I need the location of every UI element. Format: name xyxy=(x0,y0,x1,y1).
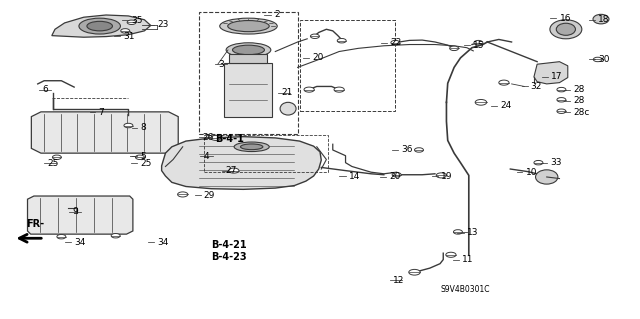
Circle shape xyxy=(534,160,543,165)
Bar xyxy=(198,12,298,134)
Circle shape xyxy=(557,87,566,92)
Text: 11: 11 xyxy=(462,255,473,264)
Text: 5: 5 xyxy=(140,152,146,161)
Text: 29: 29 xyxy=(204,190,215,200)
Text: 4: 4 xyxy=(203,152,209,161)
Text: 8: 8 xyxy=(140,123,146,132)
Ellipse shape xyxy=(220,18,277,34)
Text: 16: 16 xyxy=(559,14,571,23)
Text: 9: 9 xyxy=(72,207,78,216)
Circle shape xyxy=(57,234,66,239)
Circle shape xyxy=(111,234,120,238)
Text: 28: 28 xyxy=(573,85,584,94)
Circle shape xyxy=(436,173,447,178)
Polygon shape xyxy=(534,62,568,84)
Text: 28: 28 xyxy=(573,96,584,105)
Circle shape xyxy=(304,87,314,92)
Circle shape xyxy=(136,155,145,160)
Text: 12: 12 xyxy=(394,276,405,285)
Bar xyxy=(300,20,396,111)
Circle shape xyxy=(228,168,239,173)
Text: 28c: 28c xyxy=(573,108,589,117)
Text: FR-: FR- xyxy=(26,219,44,229)
Circle shape xyxy=(337,39,346,43)
Ellipse shape xyxy=(226,43,271,57)
Text: 10: 10 xyxy=(525,168,537,177)
Circle shape xyxy=(52,155,61,160)
Text: 25: 25 xyxy=(47,159,59,168)
Text: 30: 30 xyxy=(598,55,609,64)
Ellipse shape xyxy=(234,142,269,152)
Circle shape xyxy=(392,173,401,177)
Circle shape xyxy=(593,57,602,62)
Text: 31: 31 xyxy=(124,32,135,41)
Text: 22: 22 xyxy=(390,38,401,47)
Ellipse shape xyxy=(232,45,264,55)
Circle shape xyxy=(450,46,459,50)
Text: 24: 24 xyxy=(500,101,511,110)
Circle shape xyxy=(334,87,344,92)
Ellipse shape xyxy=(280,102,296,115)
Ellipse shape xyxy=(228,20,269,32)
Circle shape xyxy=(409,269,420,275)
Text: 35: 35 xyxy=(132,16,143,25)
Bar xyxy=(204,135,328,172)
Circle shape xyxy=(391,41,400,45)
Circle shape xyxy=(124,123,133,128)
Text: 20: 20 xyxy=(389,173,401,182)
Text: S9V4B0301C: S9V4B0301C xyxy=(440,285,490,294)
Ellipse shape xyxy=(536,170,558,184)
Circle shape xyxy=(211,135,221,140)
Ellipse shape xyxy=(79,18,120,34)
Text: B-4-1: B-4-1 xyxy=(214,134,243,144)
Circle shape xyxy=(121,29,130,33)
Ellipse shape xyxy=(87,21,113,31)
Text: 26: 26 xyxy=(202,133,214,142)
Text: 34: 34 xyxy=(74,238,86,247)
Circle shape xyxy=(557,109,566,114)
Text: 23: 23 xyxy=(157,20,168,29)
Polygon shape xyxy=(28,196,133,234)
Polygon shape xyxy=(31,112,178,153)
Circle shape xyxy=(499,80,509,85)
Circle shape xyxy=(310,34,319,39)
Text: 14: 14 xyxy=(349,172,360,181)
Text: 25: 25 xyxy=(140,159,151,168)
Polygon shape xyxy=(52,15,151,37)
Text: 18: 18 xyxy=(598,15,609,24)
Circle shape xyxy=(446,252,456,257)
Text: 33: 33 xyxy=(550,158,561,167)
Circle shape xyxy=(557,98,566,102)
Circle shape xyxy=(177,192,188,197)
Bar xyxy=(224,63,272,117)
Text: 15: 15 xyxy=(473,41,484,50)
Bar xyxy=(229,54,267,63)
Text: B-4-23: B-4-23 xyxy=(211,252,247,262)
Ellipse shape xyxy=(241,144,263,150)
Ellipse shape xyxy=(550,20,582,39)
Text: 17: 17 xyxy=(551,72,563,81)
Circle shape xyxy=(454,230,463,234)
Text: 13: 13 xyxy=(467,228,478,237)
Text: 7: 7 xyxy=(98,108,104,117)
Text: 36: 36 xyxy=(401,145,413,154)
Circle shape xyxy=(127,20,136,25)
Circle shape xyxy=(474,41,483,45)
Text: 21: 21 xyxy=(282,88,293,97)
Ellipse shape xyxy=(556,23,575,35)
Text: 19: 19 xyxy=(442,172,453,181)
Circle shape xyxy=(475,100,486,105)
Ellipse shape xyxy=(593,14,609,24)
Text: 2: 2 xyxy=(274,11,280,19)
Text: 34: 34 xyxy=(157,238,168,247)
Text: 3: 3 xyxy=(218,60,223,69)
Text: 27: 27 xyxy=(225,166,237,175)
Text: 32: 32 xyxy=(531,82,542,91)
Text: 6: 6 xyxy=(42,85,48,94)
Circle shape xyxy=(415,148,424,152)
Text: 20: 20 xyxy=(312,53,324,62)
Text: B-4-21: B-4-21 xyxy=(211,240,247,250)
Polygon shape xyxy=(162,137,321,189)
